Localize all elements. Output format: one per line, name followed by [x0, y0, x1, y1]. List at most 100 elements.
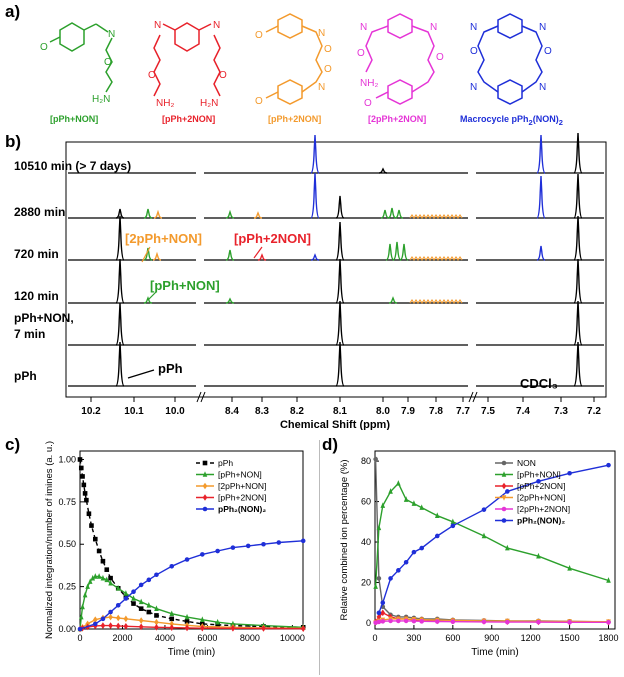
nmr-peak — [392, 241, 402, 261]
series-line — [374, 482, 609, 587]
data-point — [419, 504, 425, 510]
y-tick-label: 0.50 — [58, 539, 76, 549]
series-5 — [376, 462, 611, 616]
data-point — [396, 568, 401, 573]
data-point — [131, 601, 136, 606]
data-point — [104, 576, 110, 583]
nmr-peak — [335, 221, 345, 261]
data-point — [434, 619, 440, 624]
nmr-peak — [115, 258, 125, 304]
y-tick-label: 20 — [361, 577, 371, 587]
data-point — [82, 591, 88, 598]
nmr-peak — [573, 300, 583, 346]
y-tick-label: 40 — [361, 537, 371, 547]
series-4 — [77, 538, 306, 632]
struct3-atom-n2: N — [318, 82, 325, 93]
data-point — [411, 618, 417, 624]
data-point — [200, 624, 205, 632]
data-point — [300, 538, 306, 544]
nmr-trace-label-3: 720 min — [14, 247, 59, 261]
data-point — [434, 533, 440, 539]
nmr-tick-label: 10.1 — [124, 406, 144, 417]
data-point — [376, 524, 382, 531]
nmr-trace-label-4: 120 min — [14, 289, 59, 303]
x-axis-label: Time (min) — [471, 647, 518, 658]
data-point — [411, 549, 417, 555]
data-point — [115, 622, 121, 630]
nmr-peak — [335, 195, 345, 219]
legend-label: [pPh+NON] — [218, 470, 262, 480]
struct5-atom-n1: N — [470, 22, 477, 33]
struct5-atom-n2: N — [539, 22, 546, 33]
data-point — [403, 559, 409, 565]
y-axis-label: Normalized integration/number of imines … — [44, 441, 55, 639]
data-point — [138, 598, 144, 605]
data-point — [123, 590, 129, 596]
data-point — [380, 619, 386, 624]
nmr-peak — [387, 207, 397, 219]
data-point — [567, 620, 572, 625]
data-point — [78, 465, 84, 471]
data-point — [89, 523, 94, 528]
struct3-atom-o1: O — [255, 30, 263, 41]
structure-caption-5-sub2: 2 — [558, 117, 563, 127]
nmr-peak — [225, 209, 235, 219]
nmr-tick-label: 7.3 — [554, 406, 568, 417]
chart-d: 0 300 600 900 1200 1500 1800 0 20 40 60 80 Time (min… — [339, 450, 619, 658]
structure-caption-2: [pPh+2NON] — [162, 114, 216, 124]
data-point — [388, 488, 393, 494]
x-tick-label: 6000 — [197, 633, 217, 643]
data-point — [215, 618, 220, 625]
nmr-frame — [65, 141, 607, 398]
arrow-2pphnon — [141, 246, 151, 263]
series-3 — [77, 622, 306, 633]
data-point — [184, 619, 190, 624]
nmr-annotation-pph: pPh — [158, 361, 183, 376]
nmr-peak — [115, 215, 125, 261]
data-point — [123, 615, 129, 623]
struct5-atom-n4: N — [539, 82, 546, 93]
nmr-peak — [115, 208, 125, 219]
nmr-tick-label: 7.5 — [481, 406, 495, 417]
nmr-traces — [68, 132, 604, 387]
nmr-peak — [143, 208, 153, 219]
data-point — [396, 618, 401, 624]
structure-ppharnon — [49, 22, 113, 93]
nmr-tick-label: 8.2 — [290, 406, 304, 417]
data-point — [138, 582, 144, 588]
nmr-peak — [115, 302, 125, 346]
data-point — [138, 606, 144, 611]
data-point — [376, 610, 382, 616]
nmr-peak — [536, 134, 546, 174]
struct5-atom-o1: O — [470, 46, 478, 57]
nmr-trace-label-6: pPh — [14, 369, 37, 383]
struct2-atom-n1: N — [154, 20, 161, 31]
data-point — [138, 617, 144, 624]
data-point — [536, 552, 541, 559]
struct2-atom-h2n: H₂N — [200, 98, 218, 109]
struct4-atom-nh2: NH₂ — [360, 78, 378, 89]
struct4-atom-n1: N — [360, 22, 367, 33]
nmr-peak — [335, 341, 345, 387]
data-point — [146, 577, 152, 583]
data-point — [388, 576, 393, 581]
nmr-trace-5 — [68, 300, 604, 346]
data-point — [376, 613, 382, 621]
data-point — [123, 622, 129, 630]
nmr-trace-6 — [68, 341, 604, 387]
nmr-axis-break — [196, 391, 202, 403]
data-point — [115, 585, 121, 591]
nmr-multiplet — [409, 214, 463, 219]
arrow-pphnon — [147, 291, 157, 301]
nmr-peak — [399, 243, 409, 261]
nmr-tick-label: 7.9 — [401, 406, 415, 417]
y-axis-label: Relative combined ion percentage (%) — [339, 459, 350, 620]
nmr-trace-labels: 10510 min (> 7 days) 2880 min 720 min 12… — [14, 159, 131, 383]
nmr-peak — [257, 253, 267, 261]
x-tick-label: 1200 — [521, 633, 541, 643]
legend: pPh [pPh+NON][2pPh+NON] [pPh+2NON]pPh₂(NON… — [196, 458, 266, 514]
nmr-peak — [573, 173, 583, 219]
data-point — [202, 482, 208, 490]
nmr-trace-2 — [68, 172, 604, 219]
nmr-peak — [573, 341, 583, 387]
